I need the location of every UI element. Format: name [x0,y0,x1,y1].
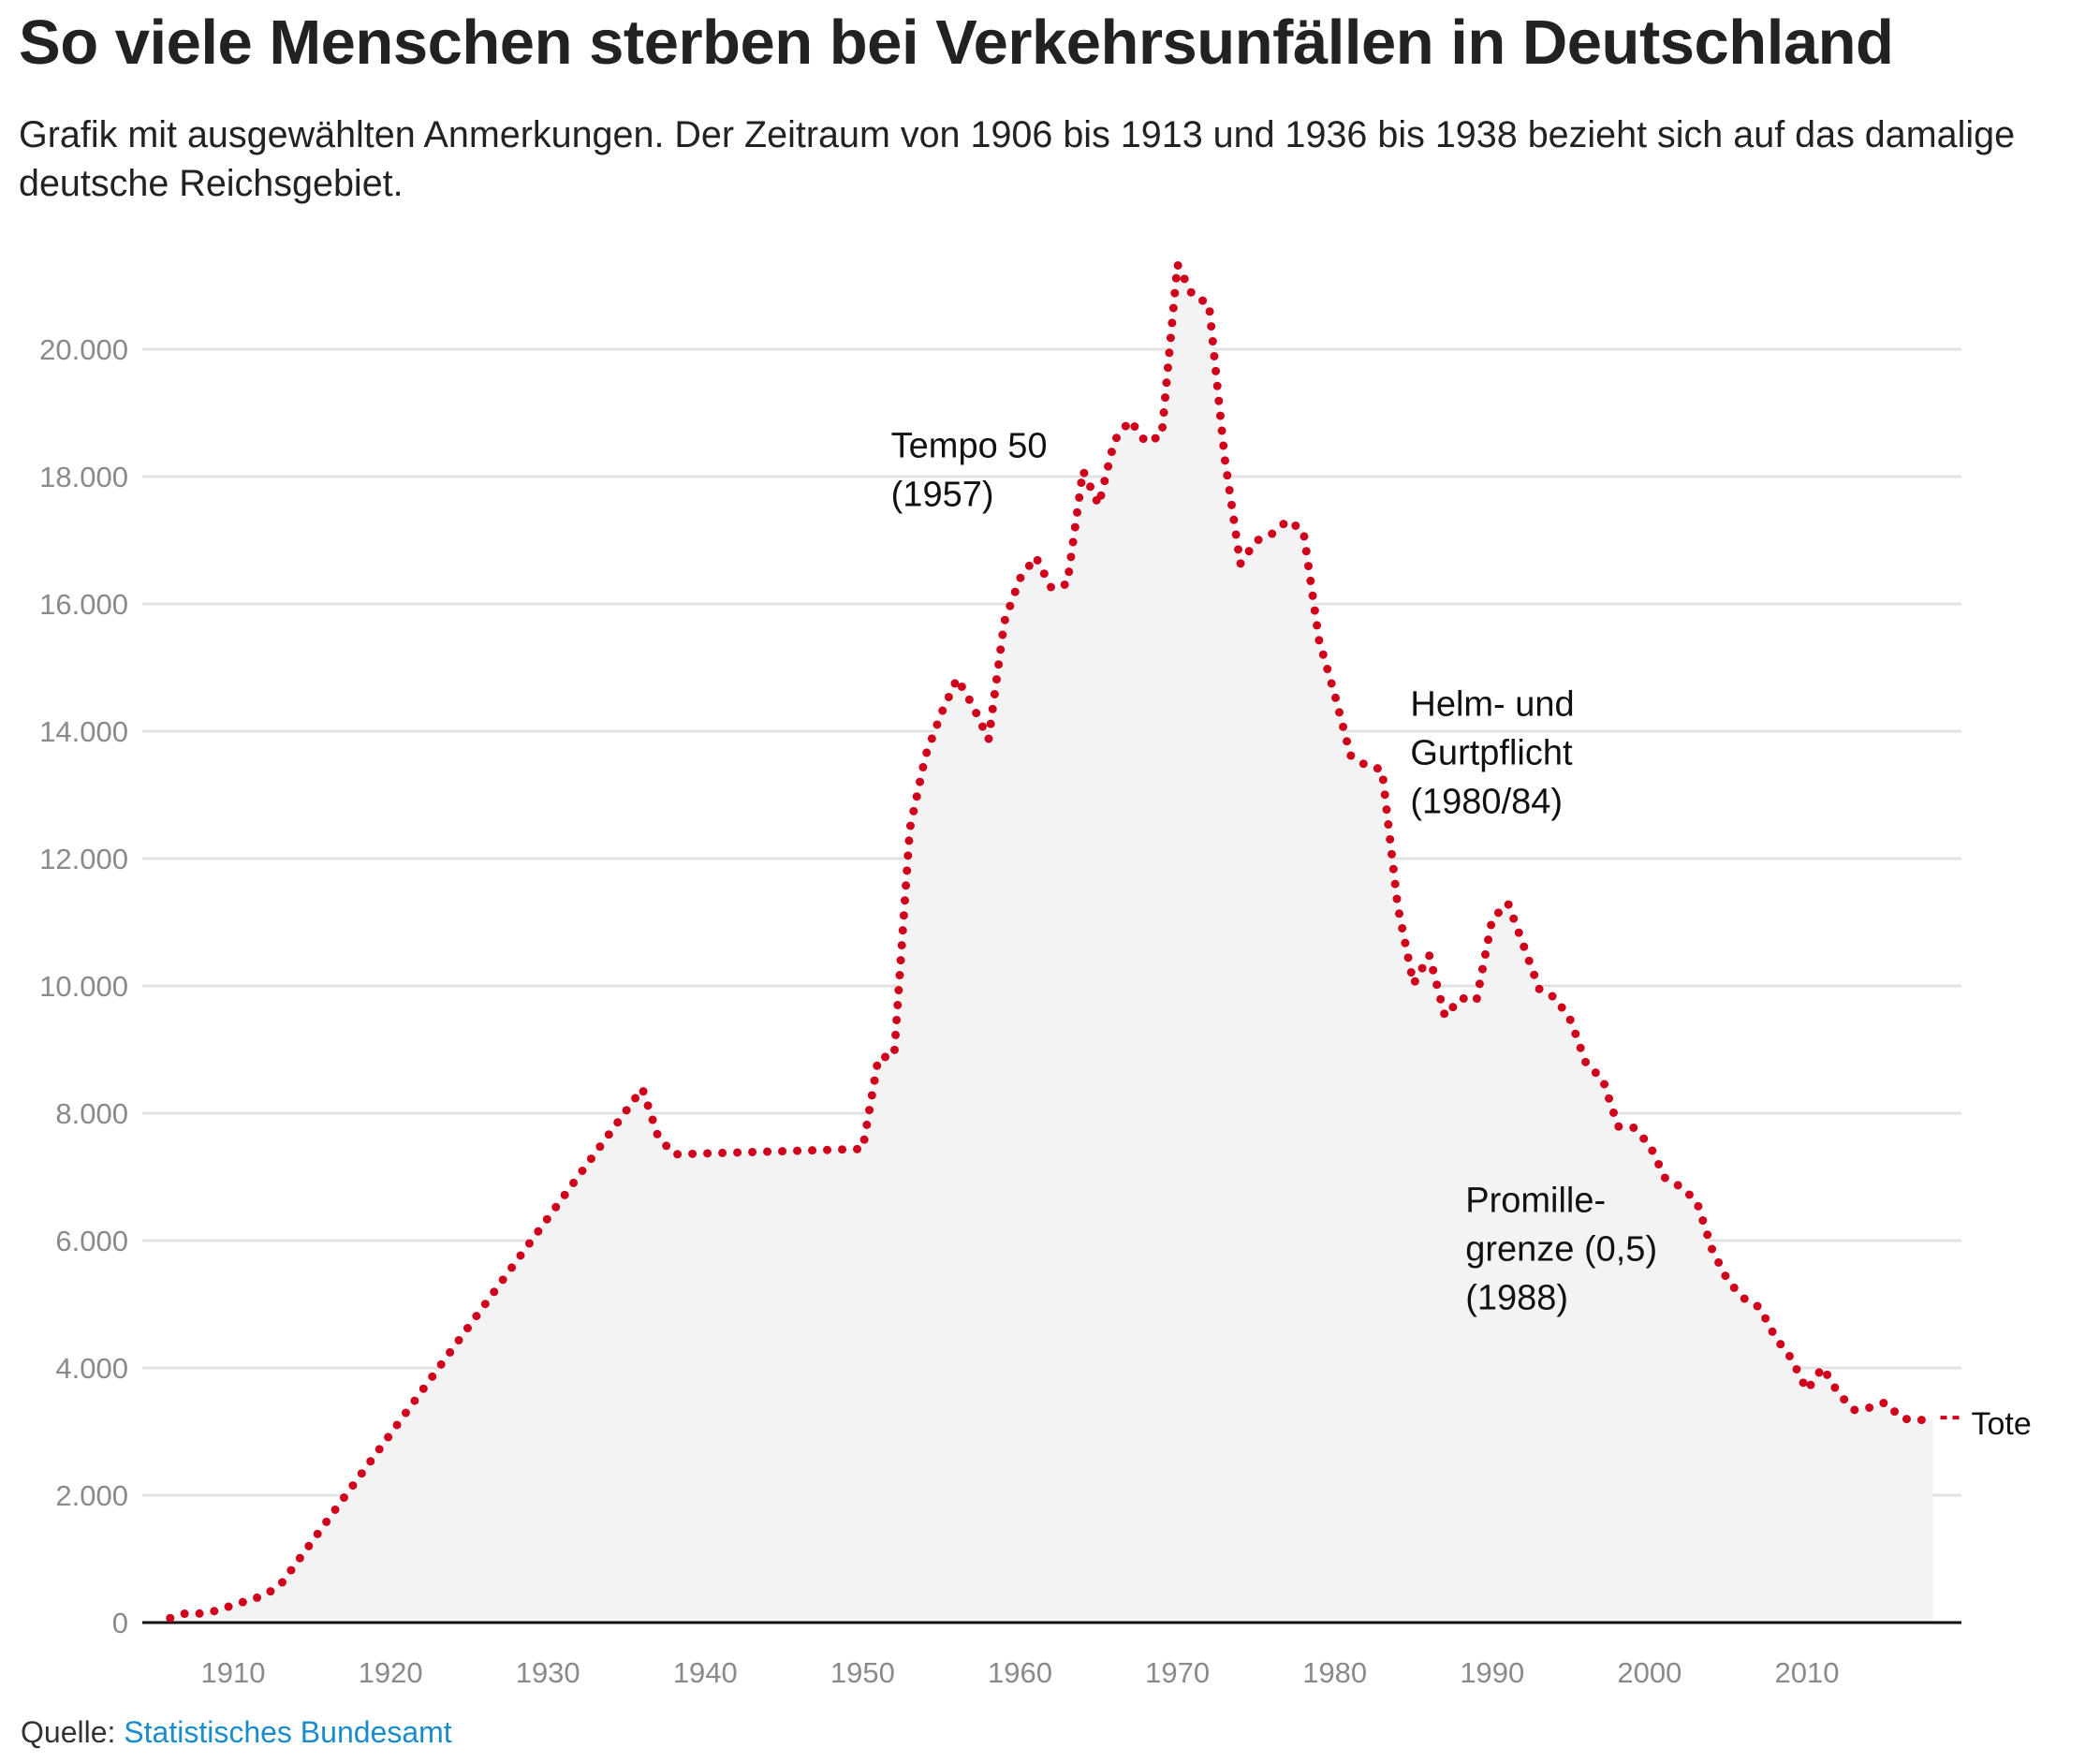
x-tick-label: 1970 [1145,1656,1210,1689]
y-axis-tick-labels: 0 2.000 4.000 6.000 8.000 10.000 12.000 14.000 1… [39,333,128,1639]
annotation-line: (1988) [1465,1278,1568,1317]
y-tick-label: 12.000 [39,843,128,875]
y-tick-label: 14.000 [39,715,128,748]
x-tick-label: 1980 [1302,1656,1367,1689]
y-tick-label: 10.000 [39,970,128,1003]
x-tick-label: 2010 [1775,1656,1840,1689]
y-tick-label: 20.000 [39,333,128,366]
y-tick-label: 16.000 [39,588,128,621]
source-prefix: Quelle: [21,1715,116,1749]
x-tick-label: 1930 [516,1656,580,1689]
x-tick-label: 1990 [1460,1656,1524,1689]
source-footer: Quelle: Statistisches Bundesamt [21,1715,452,1750]
y-tick-label: 8.000 [55,1097,128,1130]
x-tick-label: 1920 [359,1656,423,1689]
annotation-line: Helm- und [1410,685,1574,725]
annotation-label: Helm- und Gurtpflicht (1980/84) [1410,685,1574,822]
x-tick-label: 1910 [201,1656,266,1689]
y-tick-label: 4.000 [55,1352,128,1385]
x-tick-label: 1940 [673,1656,738,1689]
annotation-label: Promille-grenze (0,5) (1988) [1465,1181,1657,1317]
chart-title: So viele Menschen sterben bei Verkehrsun… [19,7,1894,78]
chart-subtitle: Grafik mit ausgewählten Anmerkungen. Der… [19,114,2016,204]
x-axis-tick-labels: 1910 1920 1930 1940 1950 1960 1970 1980 1990 2000… [201,1656,1840,1689]
area-fill [169,264,1933,1623]
annotation-line: (1957) [891,476,994,515]
annotation-line: Gurtpflicht [1410,734,1573,773]
annotation-label: Tempo 50 (1957) [891,427,1048,515]
y-tick-label: 18.000 [39,461,128,493]
y-tick-label: 0 [112,1607,128,1639]
y-tick-label: 2.000 [55,1479,128,1512]
y-tick-label: 6.000 [55,1225,128,1257]
annotation-line: grenze (0,5) [1465,1229,1657,1269]
annotation-line: Promille- [1465,1181,1606,1220]
annotation-line: Tempo 50 [891,427,1048,466]
series-line-tote [166,259,1937,1623]
source-link[interactable]: Statistisches Bundesamt [124,1715,452,1749]
annotations: Tempo 50 (1957) Helm- und Gurtpflicht (1980/… [891,427,1657,1318]
series-label-tote: Tote [1971,1406,2031,1442]
x-tick-label: 1950 [830,1656,895,1689]
x-tick-label: 1960 [988,1656,1052,1689]
x-tick-label: 2000 [1617,1656,1681,1689]
annotation-line: (1980/84) [1410,783,1563,822]
